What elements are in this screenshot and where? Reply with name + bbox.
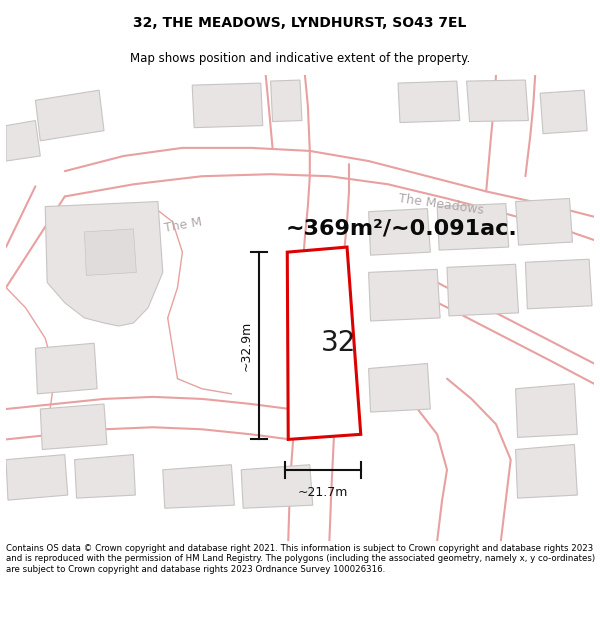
Polygon shape (398, 81, 460, 122)
Polygon shape (515, 444, 577, 498)
Polygon shape (271, 80, 302, 121)
Polygon shape (368, 269, 440, 321)
Text: ~32.9m: ~32.9m (240, 321, 253, 371)
Polygon shape (526, 259, 592, 309)
Polygon shape (540, 90, 587, 134)
Polygon shape (35, 343, 97, 394)
Polygon shape (192, 83, 263, 127)
Polygon shape (368, 209, 430, 255)
Polygon shape (74, 454, 136, 498)
Text: ~369m²/~0.091ac.: ~369m²/~0.091ac. (286, 219, 517, 239)
Polygon shape (467, 80, 529, 121)
Polygon shape (437, 204, 509, 250)
Polygon shape (368, 364, 430, 412)
Polygon shape (6, 454, 68, 500)
Text: Contains OS data © Crown copyright and database right 2021. This information is : Contains OS data © Crown copyright and d… (6, 544, 595, 574)
Polygon shape (40, 404, 107, 449)
Polygon shape (6, 121, 40, 161)
Polygon shape (45, 201, 163, 326)
Text: ~21.7m: ~21.7m (298, 486, 348, 499)
Polygon shape (241, 465, 313, 508)
Polygon shape (515, 199, 572, 245)
Polygon shape (35, 90, 104, 141)
Polygon shape (447, 264, 518, 316)
Text: Map shows position and indicative extent of the property.: Map shows position and indicative extent… (130, 52, 470, 64)
Polygon shape (287, 247, 361, 439)
Text: 32, THE MEADOWS, LYNDHURST, SO43 7EL: 32, THE MEADOWS, LYNDHURST, SO43 7EL (133, 16, 467, 30)
Text: The M: The M (163, 215, 203, 234)
Polygon shape (85, 229, 136, 276)
Text: The Meadows: The Meadows (398, 192, 485, 217)
Text: 32: 32 (321, 329, 356, 357)
Polygon shape (163, 465, 235, 508)
Polygon shape (515, 384, 577, 438)
